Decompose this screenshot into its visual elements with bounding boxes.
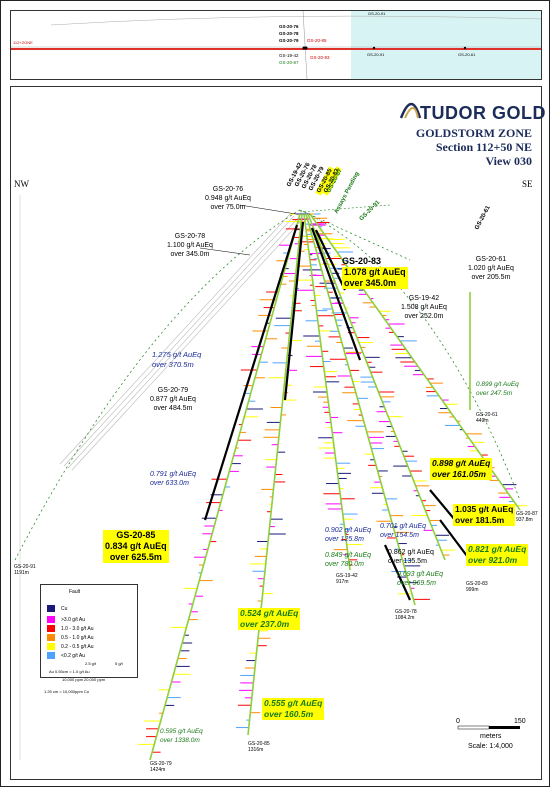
hole-end-label: GS-19-42 917m bbox=[336, 573, 358, 585]
section-name: Section 112+50 NE bbox=[435, 140, 532, 154]
legend-fault-label: Fault bbox=[69, 589, 81, 595]
scale-bar bbox=[457, 725, 520, 730]
intercept-label-green6: 0.595 g/t AuEq over 1338.0m bbox=[160, 728, 203, 744]
legend-scale-au2: 5 g/t bbox=[115, 661, 123, 666]
intercept-label-green4: 0.524 g/t AuEq over 237.0m bbox=[238, 608, 301, 630]
intercept-label-green3: 0.821 g/t AuEq over 921.0m bbox=[466, 544, 529, 566]
intercept-label-85: GS-20-85 0.834 g/t AuEq over 625.5m bbox=[103, 530, 169, 563]
intercept-highlights bbox=[203, 221, 471, 601]
inset-plan-map: 112+ZONE GS-20-91 GS-20-76 GS-20-78 GS-2… bbox=[10, 10, 542, 80]
zone-name: GOLDSTORM ZONE bbox=[415, 126, 532, 140]
hole-end-label: GS-20-87 937.8m bbox=[516, 511, 538, 523]
intercept-label-y1: 0.898 g/t AuEq over 161.05m bbox=[430, 458, 493, 480]
intercept-label-blue2: 0.791 g/t AuEq over 633.0m bbox=[150, 471, 197, 487]
zone-outline bbox=[14, 209, 521, 561]
legend-cu-ppm2: 20,000 ppm bbox=[84, 677, 106, 682]
cross-section-panel bbox=[10, 86, 542, 780]
scale-ratio: Scale: 1:4,000 bbox=[468, 743, 513, 750]
hole-end-label: GS-20-79 1424m bbox=[150, 761, 172, 773]
view-name: View 030 bbox=[485, 154, 532, 168]
hole-end-label: GS-20-85 1316m bbox=[248, 741, 270, 753]
intercept-label-78: GS-20-78 1.100 g/t AuEq over 345.0m bbox=[167, 233, 213, 258]
legend-scale-au: 2.5 g/t bbox=[85, 661, 97, 666]
inset-hole-label: GS-20-79 bbox=[279, 38, 299, 43]
inset-hole-label: GS-20-83 bbox=[310, 55, 330, 60]
legend-item-label: 0.5 - 1.0 g/t Au bbox=[61, 635, 94, 641]
legend-item-label: 0.2 - 0.5 g/t Au bbox=[61, 644, 94, 650]
hole-end-label: GS-20-91 1191m bbox=[14, 564, 36, 576]
company-logo-mark bbox=[399, 102, 422, 119]
legend-cu-label: Cu bbox=[61, 606, 68, 612]
intercept-label-76: GS-20-76 0.948 g/t AuEq over 75.0m bbox=[205, 186, 251, 211]
hole-end-label: GS-20-78 1084.2m bbox=[395, 609, 417, 621]
scale-zero: 0 bbox=[456, 718, 460, 725]
intercept-label-y2: 1.035 g/t AuEq over 181.5m bbox=[453, 504, 516, 526]
legend: Fault Cu >3.0 g/t Au 1.0 - 3.0 g/t Au 0.… bbox=[40, 584, 138, 678]
inset-water-area bbox=[351, 11, 541, 79]
intercept-label-blue1: 1.275 g/t AuEq over 370.5m bbox=[152, 350, 202, 369]
intercept-label-42: GS-19-42 1.508 g/t AuEq over 252.0m bbox=[401, 295, 447, 320]
intercept-label-green2: 0.693 g/t AuEq over 969.5m bbox=[397, 571, 444, 587]
legend-item-label: <0.2 g/t Au bbox=[61, 653, 86, 659]
legend-cu-note: 1.25 cm = 10,000ppm Cu bbox=[44, 689, 90, 694]
title-block: GOLDSTORM ZONE Section 112+50 NE View 03… bbox=[416, 126, 532, 168]
inset-hole-label: GS-20-76 bbox=[279, 24, 299, 29]
intercept-label-green5: 0.555 g/t AuEq over 160.5m bbox=[262, 698, 325, 720]
scale-max: 150 bbox=[514, 718, 526, 725]
intercept-label-green61: 0.899 g/t AuEq over 247.5m bbox=[476, 381, 519, 397]
legend-swatch bbox=[47, 652, 55, 659]
intercept-label-61: GS-20-61 1.020 g/t AuEq over 205.5m bbox=[468, 256, 514, 281]
legend-item-label: 1.0 - 3.0 g/t Au bbox=[61, 626, 94, 632]
legend-au-note: Au 0.50cm = 1.0 g/t Au bbox=[49, 669, 90, 674]
inset-hole-label: GS-20-87 bbox=[279, 60, 299, 65]
hole-end-label: GS-20-83 999m bbox=[466, 581, 488, 593]
company-name: TUDOR GOLD bbox=[420, 103, 546, 123]
intercept-label-blue3: 0.902 g/t AuEq over 125.8m bbox=[325, 527, 372, 543]
inset-gridlines bbox=[11, 11, 541, 79]
scale-unit: meters bbox=[480, 733, 502, 740]
compass-nw: NW bbox=[14, 179, 29, 189]
legend-item-label: >3.0 g/t Au bbox=[61, 617, 86, 623]
inset-zone-label: 112+ZONE bbox=[13, 40, 33, 45]
assay-bars bbox=[137, 213, 528, 753]
intercept-label-83: GS-20-83 1.078 g/t AuEq over 345.0m bbox=[342, 256, 408, 289]
legend-cu-ppm1: 10,000 ppm bbox=[62, 677, 84, 682]
leader-lines bbox=[199, 204, 297, 256]
legend-cu-swatch bbox=[47, 605, 55, 612]
inset-collars bbox=[302, 46, 467, 50]
legend-swatch bbox=[47, 625, 55, 632]
compass-se: SE bbox=[522, 179, 533, 189]
inset-top-label: GS-20-91 bbox=[368, 11, 386, 16]
inset-hole-label: GS-20-91 bbox=[367, 52, 385, 57]
legend-swatch bbox=[47, 643, 55, 650]
section-line bbox=[11, 48, 541, 50]
hole-end-label: GS-20-61 449m bbox=[476, 412, 498, 424]
hatched-zone bbox=[59, 213, 303, 471]
inset-hole-label: GS-19-42 bbox=[279, 53, 299, 58]
inset-hole-label: GS-20-85 bbox=[307, 38, 327, 43]
intercept-label-blue4: 0.701 g/t AuEq over 154.5m bbox=[380, 523, 427, 539]
inset-hole-label: GS-20-61 bbox=[458, 52, 476, 57]
legend-swatch bbox=[47, 634, 55, 641]
drill-traces bbox=[149, 213, 521, 761]
legend-swatch bbox=[47, 616, 55, 623]
intercept-label-79: GS-20-79 0.877 g/t AuEq over 484.5m bbox=[150, 387, 196, 412]
intercept-label-black1: 0.862 g/t AuEq over 135.5m bbox=[388, 549, 434, 565]
intercept-label-green1: 0.849 g/t AuEq over 780.0m bbox=[325, 552, 372, 568]
inset-hole-label: GS-20-78 bbox=[279, 31, 299, 36]
